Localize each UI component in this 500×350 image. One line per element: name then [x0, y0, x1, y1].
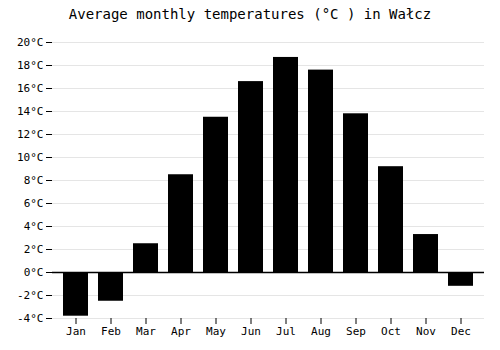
svg-text:May: May: [206, 325, 226, 338]
svg-text:12°C: 12°C: [17, 128, 44, 141]
svg-text:2°C: 2°C: [24, 243, 44, 256]
svg-text:20°C: 20°C: [17, 36, 44, 49]
svg-text:Jan: Jan: [66, 325, 86, 338]
svg-text:10°C: 10°C: [17, 151, 44, 164]
svg-text:8°C: 8°C: [24, 174, 44, 187]
svg-text:14°C: 14°C: [17, 105, 44, 118]
svg-text:Mar: Mar: [136, 325, 156, 338]
svg-text:4°C: 4°C: [24, 220, 44, 233]
svg-text:Aug: Aug: [311, 325, 331, 338]
svg-text:16°C: 16°C: [17, 82, 44, 95]
svg-text:0°C: 0°C: [24, 266, 44, 279]
svg-text:Apr: Apr: [171, 325, 191, 338]
svg-text:Nov: Nov: [416, 325, 436, 338]
svg-text:Jul: Jul: [276, 325, 296, 338]
svg-text:Sep: Sep: [346, 325, 366, 338]
svg-text:18°C: 18°C: [17, 59, 44, 72]
svg-text:Jun: Jun: [241, 325, 261, 338]
svg-text:6°C: 6°C: [24, 197, 44, 210]
svg-text:Feb: Feb: [101, 325, 121, 338]
html-text:Average monthly temperatures (: Average monthly temperatures (°C ) in Wa…: [68, 6, 432, 22]
svg-text:Oct: Oct: [381, 325, 401, 338]
svg-text:-4°C: -4°C: [17, 312, 44, 325]
svg-text:-2°C: -2°C: [17, 289, 44, 302]
svg-text:Dec: Dec: [451, 325, 471, 338]
